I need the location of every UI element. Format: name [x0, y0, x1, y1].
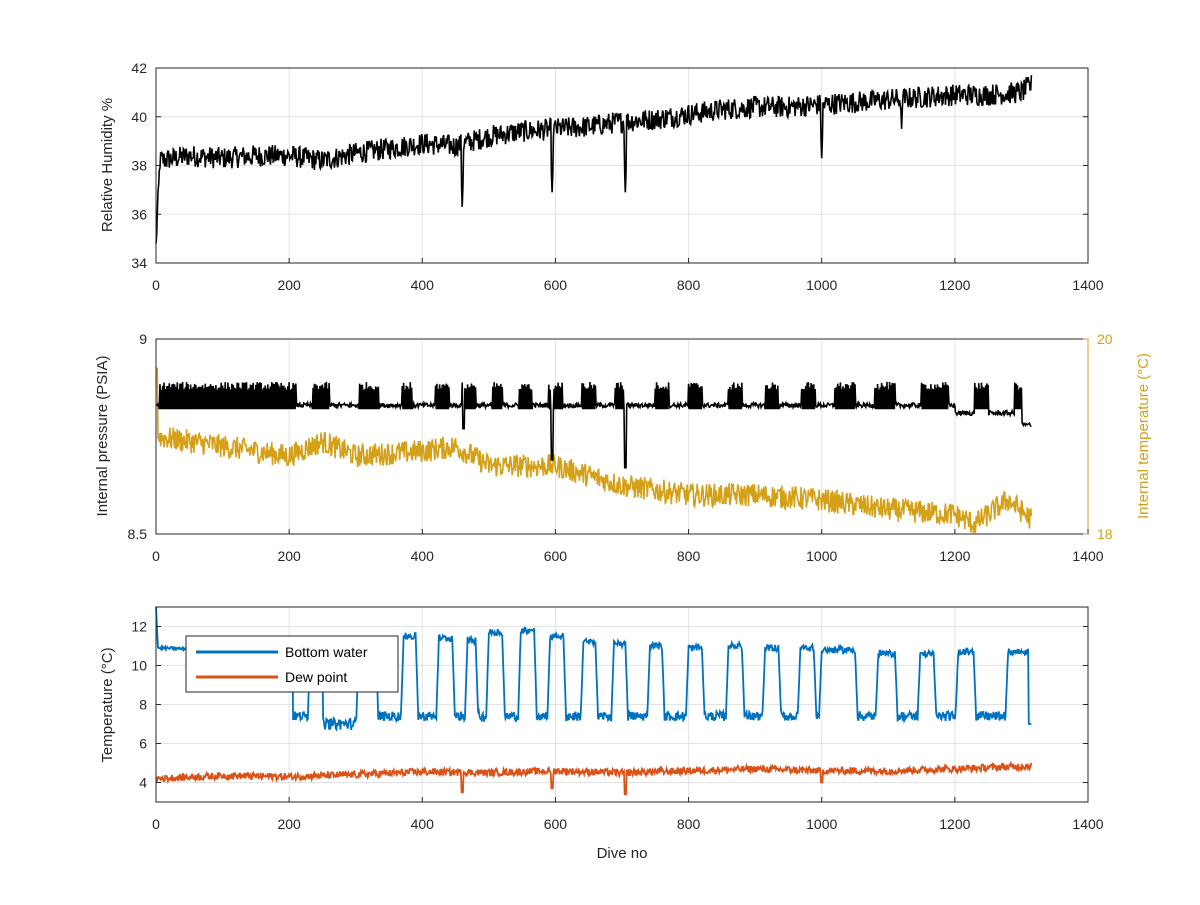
pressure-series-group	[156, 367, 1033, 533]
y-tick-label: 8	[139, 697, 147, 713]
x-tick-label: 1000	[806, 277, 837, 293]
x-tick-label: 600	[544, 277, 568, 293]
x-tick-label: 400	[411, 816, 435, 832]
y-tick-label: 10	[131, 658, 147, 674]
y2-tick-label: 20	[1097, 331, 1113, 347]
temperature-panel: 0 200 400 600 800 1000 1200 1400 4 6 8 10 12 Temper…	[99, 606, 1104, 862]
humidity-panel: 0 200 400 600 800 1000 1200 1400 34 36 38 40 42 Rel…	[99, 60, 1104, 293]
x-tick-label: 1000	[806, 816, 837, 832]
x-tick-label: 200	[277, 548, 301, 564]
x-tick-label: 600	[544, 816, 568, 832]
x-tick-label: 1400	[1072, 548, 1103, 564]
x-tick-label: 0	[152, 277, 160, 293]
internal-temperature-line	[156, 367, 1033, 533]
pressure-y-label: Internal pressure (PSIA)	[94, 356, 111, 517]
x-tick-label: 800	[677, 816, 701, 832]
x-tick-label: 600	[544, 548, 568, 564]
x-tick-label: 1400	[1072, 277, 1103, 293]
legend-box	[185, 635, 399, 693]
x-tick-label: 200	[277, 277, 301, 293]
x-tick-label: 800	[677, 277, 701, 293]
humidity-grid	[156, 68, 1088, 263]
temperature-x-ticks: 0 200 400 600 800 1000 1200 1400	[152, 797, 1104, 832]
x-tick-label: 400	[411, 548, 435, 564]
y-tick-label: 34	[131, 255, 147, 271]
y-tick-label: 42	[131, 60, 147, 76]
legend-dew-point-label: Dew point	[285, 669, 347, 685]
y-tick-label: 4	[139, 775, 147, 791]
internal-pressure-line	[156, 381, 1032, 469]
legend-bottom-water-label: Bottom water	[285, 644, 368, 660]
humidity-y-label: Relative Humidity %	[99, 98, 116, 232]
x-tick-label: 200	[277, 816, 301, 832]
humidity-x-ticks: 0 200 400 600 800 1000 1200 1400	[152, 258, 1104, 293]
y-tick-label: 38	[131, 158, 147, 174]
x-tick-label: 1400	[1072, 816, 1103, 832]
x-tick-label: 1200	[939, 277, 970, 293]
y2-tick-label: 18	[1097, 526, 1113, 542]
temperature-y2-label: Internal temperature (°C)	[1135, 353, 1152, 519]
x-tick-label: 800	[677, 548, 701, 564]
x-tick-label: 1200	[939, 816, 970, 832]
x-tick-label: 0	[152, 816, 160, 832]
bottom-water-line	[155, 606, 1032, 732]
temperature-y-ticks: 4 6 8 10 12	[131, 619, 1088, 791]
y-tick-label: 36	[131, 206, 147, 222]
dew-point-line	[155, 760, 1033, 796]
y-tick-label: 9	[139, 331, 147, 347]
legend: Bottom water Dew point	[185, 635, 399, 693]
x-tick-label: 1000	[806, 548, 837, 564]
pressure-x-ticks: 0 200 400 600 800 1000 1200 1400	[152, 529, 1104, 564]
pressure-y-ticks: 8.59	[128, 331, 161, 542]
y-tick-label: 12	[131, 619, 147, 635]
humidity-series-group	[155, 75, 1033, 244]
y-tick-label: 40	[131, 109, 147, 125]
x-tick-label: 0	[152, 548, 160, 564]
x-tick-label: 400	[411, 277, 435, 293]
y-tick-label: 6	[139, 736, 147, 752]
pressure-plot-area	[156, 339, 1088, 534]
humidity-y-ticks: 34 36 38 40 42	[131, 60, 1088, 271]
humidity-series-line	[155, 75, 1033, 244]
y-tick-label: 8.5	[128, 526, 148, 542]
dive-no-x-label: Dive no	[597, 845, 648, 862]
temperature-series-group	[155, 606, 1033, 796]
temperature-y-label: Temperature (°C)	[99, 647, 116, 762]
x-tick-label: 1200	[939, 548, 970, 564]
